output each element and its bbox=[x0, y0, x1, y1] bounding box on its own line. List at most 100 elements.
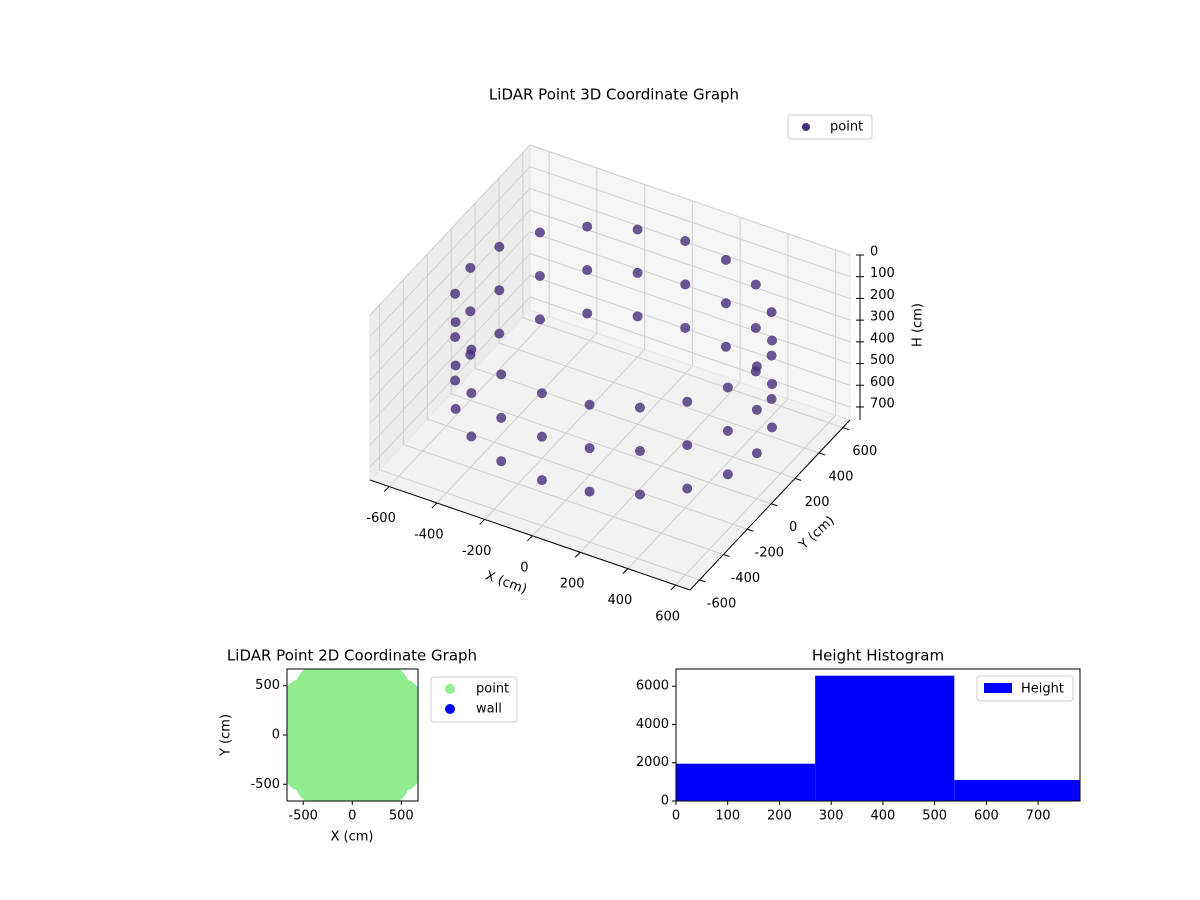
x-tick bbox=[670, 584, 677, 591]
point bbox=[750, 366, 761, 377]
z-tick-label: 400 bbox=[870, 331, 895, 346]
grid-line bbox=[498, 177, 820, 454]
grid-line bbox=[484, 184, 646, 520]
point bbox=[767, 335, 778, 346]
x-tick-label: 600 bbox=[655, 610, 680, 625]
point bbox=[767, 378, 778, 389]
x-tick bbox=[383, 486, 390, 492]
grid-line bbox=[369, 187, 851, 359]
y-tick-label: 0 bbox=[661, 794, 669, 809]
point bbox=[494, 285, 505, 296]
y-tick bbox=[723, 554, 730, 557]
x-tick-label: 100 bbox=[715, 809, 740, 824]
point bbox=[582, 221, 593, 232]
point bbox=[300, 683, 345, 728]
legend-label: point bbox=[830, 120, 863, 135]
x-tick-label: -500 bbox=[288, 809, 318, 824]
y-tick-label: -400 bbox=[731, 571, 761, 586]
z-tick-label: 0 bbox=[870, 245, 878, 260]
x-tick-label: 200 bbox=[560, 577, 585, 592]
y-tick-label: -600 bbox=[707, 596, 737, 611]
point bbox=[465, 349, 476, 360]
x-axis-label: X (cm) bbox=[331, 830, 374, 845]
y-tick bbox=[771, 503, 778, 507]
point bbox=[534, 270, 545, 281]
y-tick-label: 500 bbox=[255, 678, 280, 693]
bar bbox=[815, 675, 955, 801]
point bbox=[465, 262, 476, 273]
point bbox=[536, 475, 547, 486]
x-axis-line bbox=[369, 479, 691, 591]
y-tick-label: 600 bbox=[852, 444, 877, 459]
x-tick-label: 0 bbox=[348, 809, 356, 824]
grid-line bbox=[369, 209, 851, 381]
grid-line bbox=[532, 200, 693, 537]
point bbox=[680, 322, 691, 333]
legend-marker bbox=[445, 684, 455, 694]
grid-line bbox=[522, 152, 843, 429]
y-tick-label: 400 bbox=[829, 469, 854, 484]
chart-title: Height Histogram bbox=[812, 647, 944, 665]
point bbox=[466, 388, 477, 399]
x-tick-label: -200 bbox=[462, 544, 492, 559]
z-tick-label: 600 bbox=[870, 375, 895, 390]
legend-label: wall bbox=[476, 702, 502, 717]
grid-line bbox=[436, 167, 598, 504]
point bbox=[584, 443, 595, 454]
point bbox=[632, 224, 643, 235]
grid-line bbox=[369, 252, 851, 424]
y-tick-label: 200 bbox=[805, 495, 830, 510]
x-tick bbox=[527, 535, 533, 542]
z-tick-label: 700 bbox=[870, 396, 895, 411]
y-axis-label: Y (cm) bbox=[796, 513, 838, 553]
point bbox=[767, 422, 778, 433]
point bbox=[750, 279, 761, 290]
point bbox=[496, 412, 507, 423]
y-tick-label: 2000 bbox=[636, 755, 669, 770]
legend-marker bbox=[445, 704, 455, 714]
point bbox=[720, 341, 731, 352]
point bbox=[682, 440, 693, 451]
legend-box bbox=[787, 114, 873, 140]
legend-box bbox=[430, 676, 518, 723]
point bbox=[534, 314, 545, 325]
grid-line bbox=[369, 296, 851, 468]
x-tick-label: 500 bbox=[389, 809, 414, 824]
axes-frame bbox=[675, 668, 1081, 802]
x-tick-label: 400 bbox=[607, 593, 632, 608]
point bbox=[766, 393, 777, 404]
point bbox=[634, 446, 645, 457]
y-tick bbox=[842, 427, 849, 431]
point bbox=[720, 254, 731, 265]
point bbox=[466, 431, 477, 442]
x-tick bbox=[431, 502, 438, 509]
y-tick-label: 0 bbox=[789, 520, 797, 535]
bar bbox=[676, 763, 816, 801]
point bbox=[766, 350, 777, 361]
grid-line bbox=[627, 233, 789, 569]
z-tick-label: 500 bbox=[870, 353, 895, 368]
point bbox=[534, 227, 545, 238]
x-tick-label: -400 bbox=[414, 527, 444, 542]
point bbox=[536, 431, 547, 442]
x-tick bbox=[574, 551, 581, 558]
y-tick-label: 6000 bbox=[636, 679, 669, 694]
y-tick-label: -500 bbox=[250, 777, 280, 792]
bar bbox=[954, 779, 1080, 801]
point bbox=[680, 235, 691, 246]
legend-marker bbox=[802, 123, 810, 131]
x-tick-label: 0 bbox=[520, 560, 528, 575]
plot-area bbox=[287, 669, 418, 801]
y-axis-label: Y (cm) bbox=[219, 714, 234, 757]
y-tick bbox=[699, 579, 706, 583]
x-tick-label: 400 bbox=[871, 809, 896, 824]
grid-line bbox=[369, 144, 851, 316]
x-tick bbox=[622, 568, 629, 575]
legend-box bbox=[976, 675, 1074, 702]
point bbox=[536, 388, 547, 399]
point bbox=[750, 322, 761, 333]
x-tick bbox=[479, 519, 485, 525]
x-tick-label: 300 bbox=[819, 809, 844, 824]
grid-line bbox=[675, 250, 837, 586]
